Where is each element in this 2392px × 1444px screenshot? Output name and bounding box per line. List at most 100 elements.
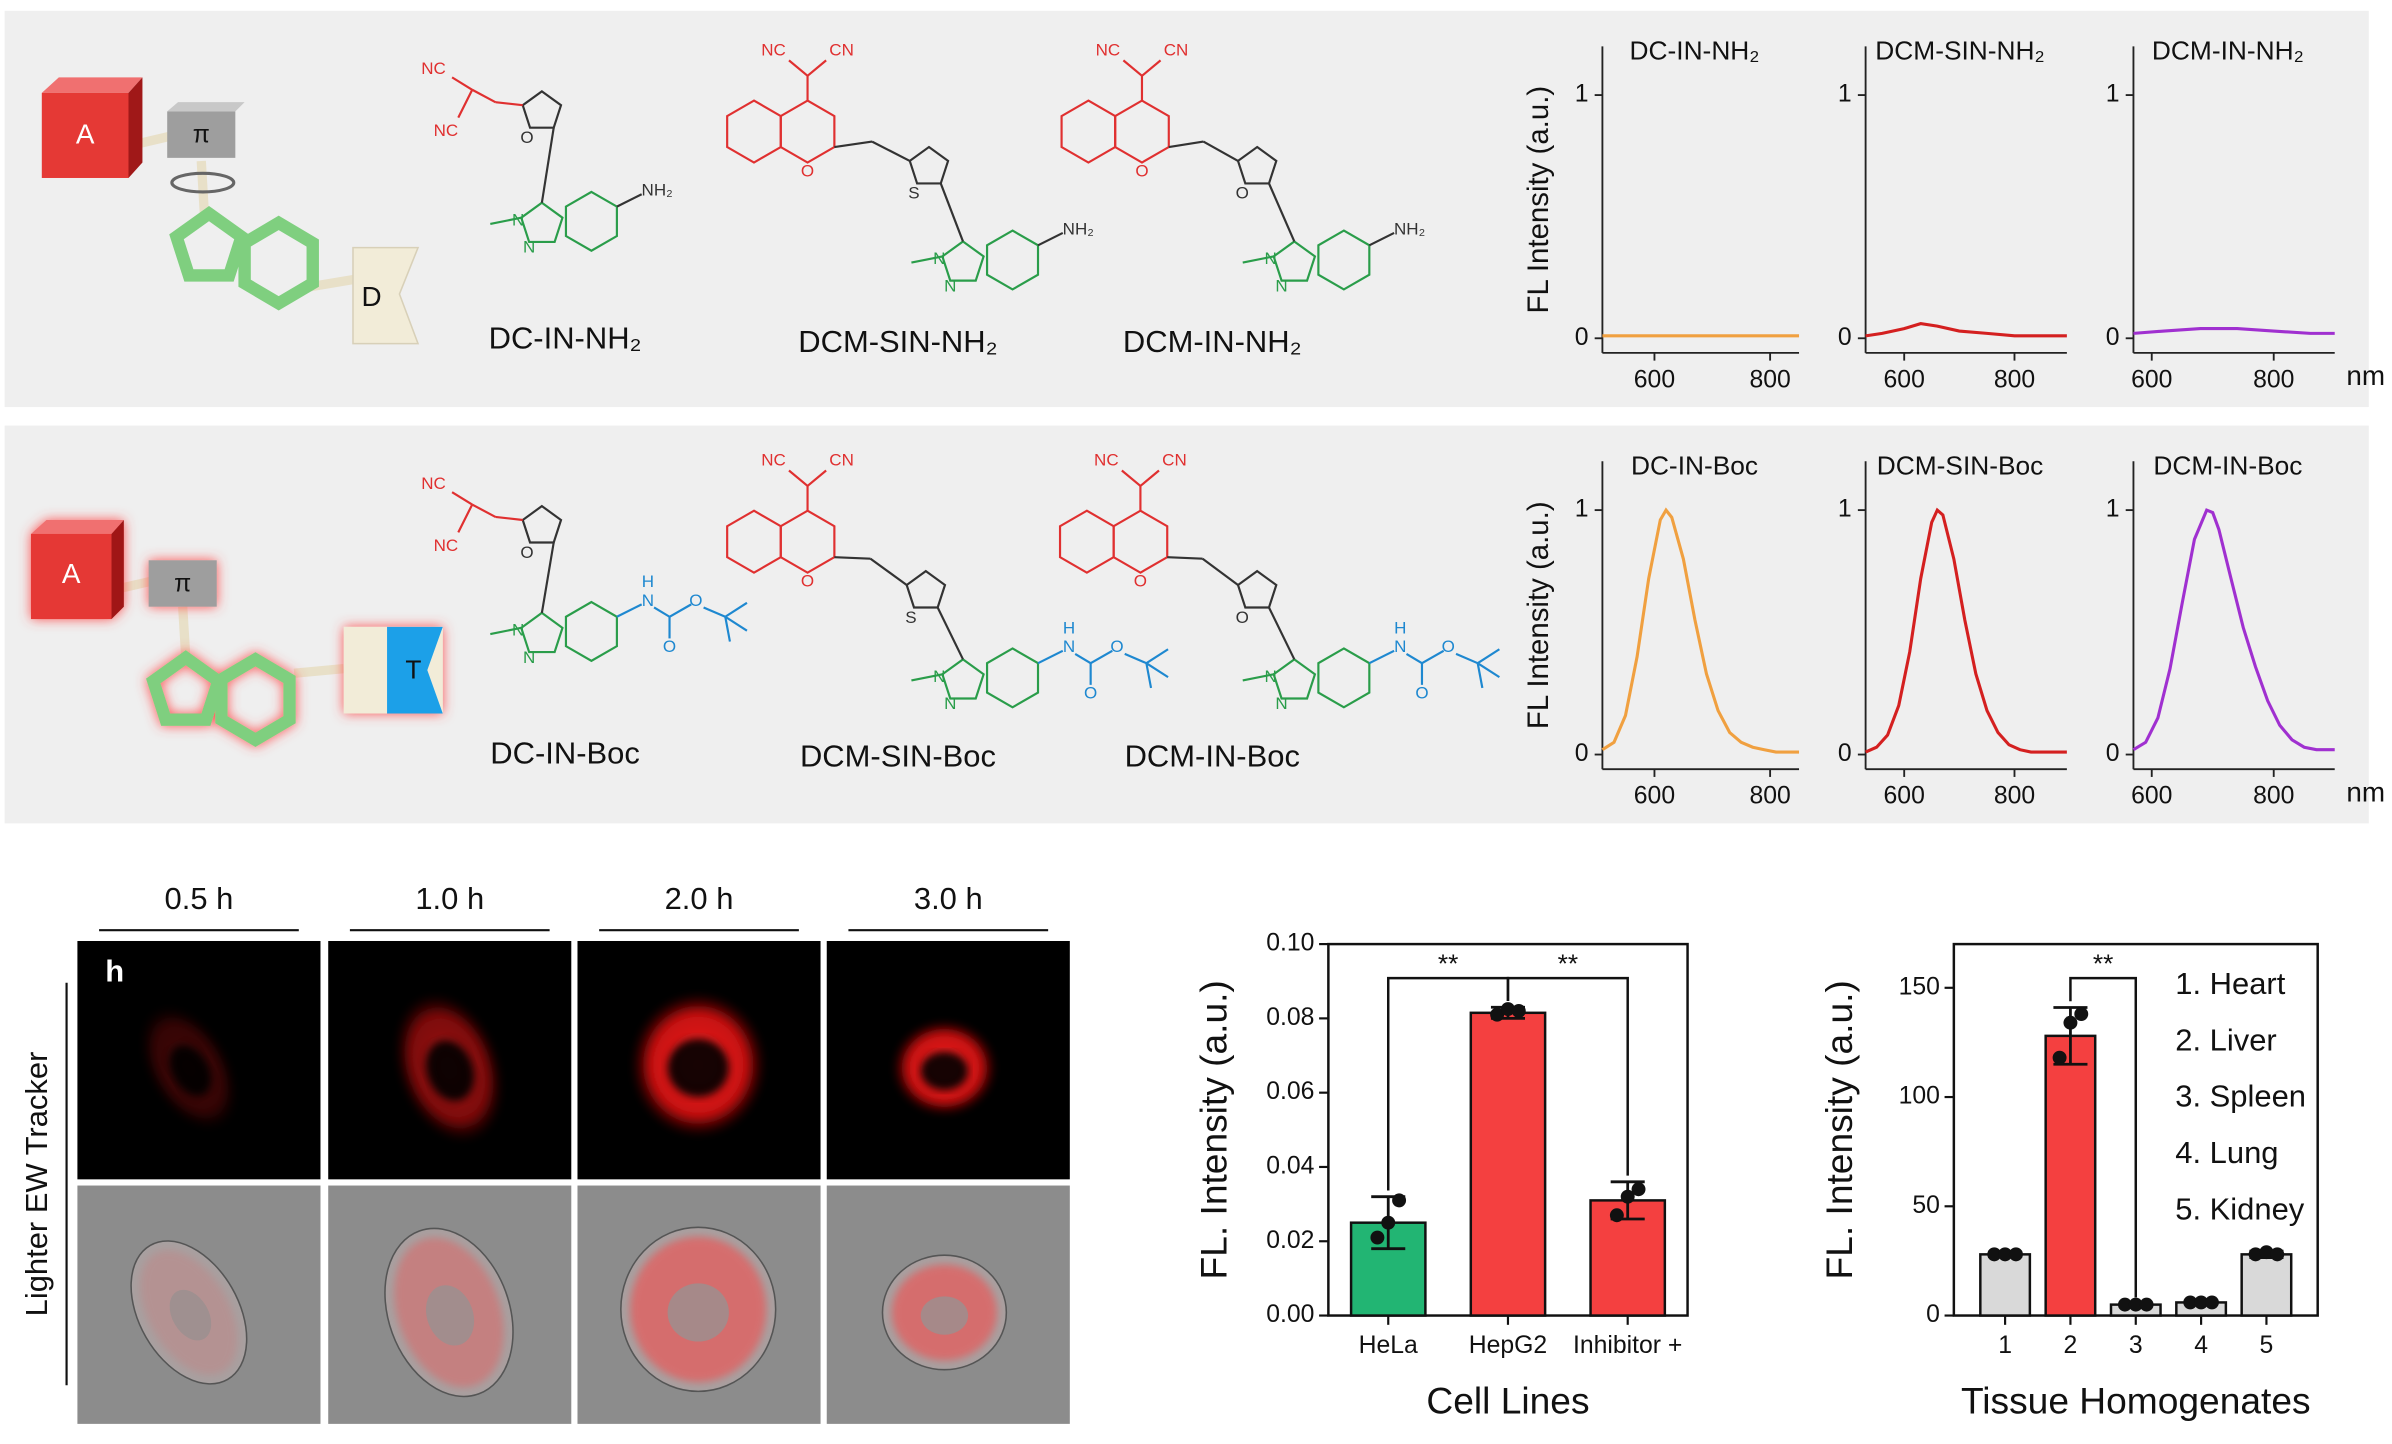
- bond: [1242, 673, 1274, 682]
- hetero-ring: [908, 145, 950, 185]
- bond: [869, 557, 908, 586]
- pi-bridge: [167, 111, 236, 158]
- data-point: [1620, 1189, 1635, 1204]
- spectrum-line: [1865, 322, 2067, 338]
- panel-background: [4, 425, 2369, 824]
- y-tick-label: 0.06: [1266, 1078, 1314, 1105]
- atom-label: N: [642, 591, 654, 610]
- row-label: Lighter EW Tracker: [19, 1052, 54, 1317]
- atom-label: O: [689, 591, 702, 610]
- legend-item: 1. Heart: [2175, 966, 2285, 1001]
- atom-label: O: [1110, 637, 1123, 656]
- x-tick-label: HepG2: [1469, 1332, 1547, 1359]
- compound-name: DCM-IN-Boc: [1125, 739, 1300, 774]
- pyran-ring: [779, 99, 836, 164]
- bond: [1476, 662, 1484, 689]
- y-tick-label: 150: [1899, 973, 1940, 1000]
- atom-label: O: [1236, 608, 1249, 627]
- y-axis-label: FL. Intensity (a.u.): [1818, 980, 1860, 1279]
- bond: [788, 469, 809, 487]
- bond: [724, 601, 748, 618]
- atom-label: NC: [761, 451, 786, 470]
- data-point: [2128, 1297, 2143, 1312]
- pi-bridge: [148, 560, 217, 607]
- bond: [1405, 652, 1423, 665]
- atom-label: NH₂: [642, 181, 673, 200]
- cell-nucleus: [425, 1285, 475, 1346]
- x-axis-label: Tissue Homogenates: [1961, 1380, 2311, 1422]
- bond: [871, 140, 911, 162]
- bond: [1368, 649, 1395, 665]
- data-point: [1987, 1247, 2002, 1262]
- time-label: 2.0 h: [665, 881, 734, 916]
- atom-label: NH₂: [1394, 219, 1425, 238]
- x-tick-label: 600: [1884, 366, 1925, 393]
- data-point: [1609, 1208, 1624, 1223]
- atom-label: NC: [421, 474, 446, 493]
- atom-label: S: [908, 184, 919, 203]
- spectrum-line: [1864, 507, 2067, 754]
- atom-label: CN: [1164, 41, 1189, 60]
- y-tick-label: 1: [1838, 496, 1852, 523]
- cell-nucleus: [667, 1038, 729, 1098]
- pyrazole-ring: [1272, 240, 1317, 282]
- x-tick-label: 4: [2194, 1332, 2208, 1359]
- y-tick-label: 0: [2106, 740, 2120, 767]
- cell-nucleus: [920, 1296, 969, 1335]
- atom-label: S: [905, 608, 916, 627]
- bond: [788, 59, 809, 77]
- data-point: [2074, 1007, 2089, 1021]
- y-axis-label: FL Intensity (a.u.): [1522, 501, 1555, 729]
- y-axis-label: FL Intensity (a.u.): [1522, 86, 1555, 314]
- atom-label: N: [1063, 637, 1075, 656]
- bond: [495, 101, 523, 107]
- chart-title: DCM-IN-Boc: [2153, 450, 2302, 480]
- rotation-arrow: [170, 171, 236, 194]
- bond: [1267, 182, 1296, 242]
- cell-nucleus: [169, 1289, 212, 1341]
- pyrazole-ring: [519, 611, 564, 654]
- data-point: [1511, 1003, 1526, 1018]
- atom-label: O: [1415, 684, 1428, 703]
- significance-label: **: [2093, 949, 2113, 979]
- cube-top: [30, 520, 124, 534]
- box-top: [167, 102, 245, 112]
- compound-name: DC-IN-Boc: [490, 735, 640, 770]
- x-tick-label: Inhibitor +: [1573, 1332, 1682, 1359]
- atom-label: NC: [434, 536, 459, 555]
- data-point: [1370, 1230, 1385, 1245]
- bond: [495, 515, 523, 522]
- atom-label: NC: [1096, 41, 1121, 60]
- bond: [834, 556, 871, 560]
- data-point: [1392, 1193, 1407, 1208]
- y-tick-label: 0.08: [1266, 1004, 1314, 1031]
- ring: [238, 215, 319, 311]
- bond: [1141, 59, 1162, 77]
- y-tick-label: 0: [1575, 740, 1589, 767]
- x-tick-label: 600: [2131, 366, 2172, 393]
- bond: [540, 542, 555, 614]
- acceptor-label: A: [76, 119, 95, 150]
- bond: [1037, 649, 1064, 665]
- bond: [1201, 557, 1239, 586]
- y-tick-label: 0.02: [1266, 1227, 1314, 1254]
- x-tick-label: 600: [1634, 783, 1675, 810]
- data-point: [1998, 1247, 2013, 1262]
- bond: [616, 193, 643, 208]
- bond: [1145, 662, 1153, 689]
- hetero-ring: [1236, 569, 1278, 609]
- hetero-ring: [905, 569, 947, 609]
- compound-name: DC-IN-NH₂: [489, 321, 642, 356]
- bond: [1202, 140, 1239, 162]
- atom-label: CN: [829, 41, 854, 60]
- data-point: [1381, 1215, 1396, 1230]
- time-label: 0.5 h: [165, 881, 234, 916]
- trigger-group: [387, 626, 443, 714]
- linker: [293, 663, 345, 678]
- y-tick-label: 0.04: [1266, 1153, 1314, 1180]
- time-label: 3.0 h: [914, 881, 983, 916]
- legend-item: 2. Liver: [2175, 1022, 2276, 1057]
- y-tick-label: 0: [1838, 740, 1852, 767]
- bond: [653, 606, 671, 618]
- atom-label: O: [801, 571, 814, 590]
